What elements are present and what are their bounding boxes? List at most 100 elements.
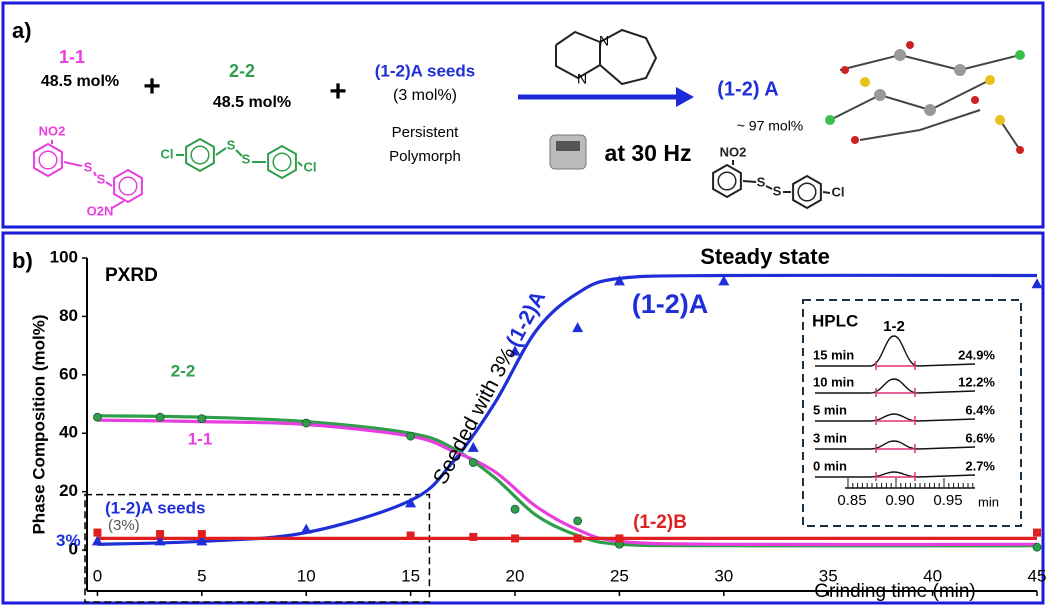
data-point (510, 504, 520, 514)
inset-peak-label: 1-2 (883, 318, 905, 335)
atom: S (242, 151, 251, 166)
x-tick-label: 30 (714, 566, 733, 585)
inset-row-label: 5 min (813, 402, 847, 417)
benzene-ring (792, 174, 822, 210)
panel-b-frame (1, 231, 1045, 605)
x-axis-title: Grinding time (min) (814, 581, 976, 602)
atom: Cl (161, 146, 174, 161)
bond (297, 161, 303, 167)
x-tick-label: 5 (197, 566, 206, 585)
data-point (468, 458, 478, 467)
data-point (406, 531, 415, 540)
atom: Cl (832, 184, 845, 199)
annotation: PXRD (105, 265, 158, 286)
benzene-ring (33, 142, 63, 178)
data-point (469, 532, 478, 541)
inset-row-label: 10 min (813, 374, 854, 389)
inset-tick-label: 0.95 (933, 492, 962, 509)
y-tick-label: 60 (59, 364, 78, 383)
bond (93, 171, 97, 177)
x-tick-label: 0 (93, 566, 102, 585)
benzene-ring (113, 168, 143, 204)
series-label: 2-2 (171, 361, 196, 380)
data-point (156, 530, 165, 539)
seed-region (84, 493, 431, 603)
data-point (300, 523, 312, 534)
data-point (509, 345, 521, 356)
ring-inner (118, 176, 138, 196)
y-tick-label: 40 (59, 423, 78, 442)
crystal-structure (829, 54, 1021, 151)
data-point (406, 431, 416, 441)
data-point (1033, 528, 1041, 537)
x-tick-label: 25 (610, 566, 629, 585)
y-tick-label: 80 (59, 306, 78, 325)
series-label: (1-2)B (633, 512, 687, 533)
series-label: 1-1 (188, 429, 213, 448)
data-point (572, 322, 584, 333)
data-point (467, 441, 479, 452)
inset-row-label: 15 min (813, 347, 854, 362)
data-point (196, 535, 208, 546)
atom: S (97, 171, 106, 186)
inset-tick-label: 0.85 (837, 492, 866, 509)
reactant-name: 2-2 (229, 61, 255, 81)
ring-inner (272, 152, 292, 172)
annotation: Steady state (700, 244, 830, 269)
data-point (718, 275, 730, 286)
x-tick-label: 15 (401, 566, 420, 585)
data-point (615, 534, 624, 543)
atom: NO2 (720, 144, 747, 159)
y-tick-label: 20 (59, 481, 78, 500)
data-point (197, 414, 207, 424)
data-point (511, 534, 520, 543)
atom: O2N (87, 203, 114, 218)
plus: + (329, 75, 347, 108)
y-tick-label: 100 (50, 247, 78, 266)
ring-inner (797, 182, 817, 202)
condition: at 30 Hz (605, 140, 692, 166)
inset-row-label: 3 min (813, 430, 847, 445)
catalyst-ring (599, 28, 658, 86)
atom: N (577, 71, 587, 87)
data-point (405, 497, 417, 508)
bond (765, 185, 773, 190)
inset-row-label: 0 min (813, 458, 847, 473)
annotation: (1-2)A seeds (105, 498, 205, 517)
product-amount: ~ 97 mol% (737, 118, 804, 134)
annotation: Seeded with 3%(1-2)A (428, 287, 549, 488)
benzene-ring (185, 137, 215, 173)
ring-inner (717, 171, 737, 191)
inset-tick-label: 0.90 (885, 492, 914, 509)
seeds-amount: (3 mol%) (393, 87, 457, 104)
x-tick-label: 40 (923, 566, 942, 585)
bond (111, 200, 125, 209)
data-point (154, 535, 166, 546)
data-point (93, 412, 102, 422)
plus: + (143, 70, 161, 103)
product-name: (1-2) A (717, 78, 778, 100)
bond (822, 191, 831, 194)
data-point (573, 534, 582, 543)
data-point (1032, 542, 1042, 552)
bond (235, 149, 243, 157)
bond (215, 147, 227, 156)
annotation: 3% (56, 531, 81, 550)
bond (742, 180, 757, 183)
data-point (301, 418, 311, 428)
panel-label: b) (12, 248, 33, 273)
benzene-ring (712, 163, 742, 199)
seeds-note: Polymorph (389, 148, 461, 165)
crystal-atoms (825, 41, 1025, 154)
data-point (573, 516, 583, 526)
seeds-name: (1-2)A seeds (375, 61, 475, 80)
x-tick-label: 45 (1028, 566, 1046, 585)
data-point (155, 412, 165, 422)
inset-unit: min (978, 494, 999, 509)
inset-row-value: 6.6% (965, 430, 995, 445)
ring-inner (38, 150, 58, 170)
mill-icon (556, 141, 580, 151)
panel-a: a) 1-1 48.5 mol% + 2-2 48.5 mol% + (1-2)… (12, 18, 1025, 218)
inset-row-value: 2.7% (965, 458, 995, 473)
